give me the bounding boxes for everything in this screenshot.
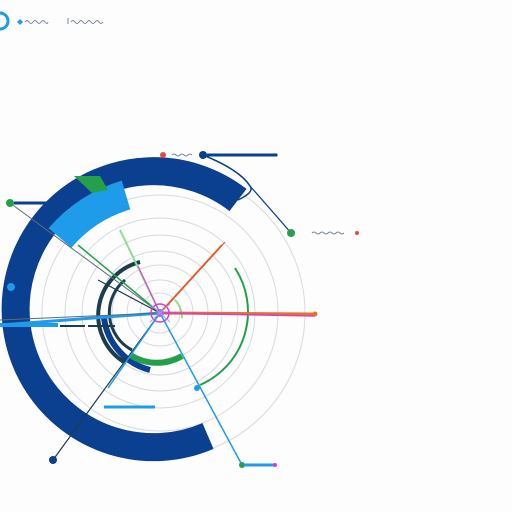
callout-dot[interactable] — [7, 283, 15, 291]
inner-teal-arc — [96, 260, 141, 364]
callout-dot[interactable] — [49, 456, 57, 464]
green-arc-right — [199, 267, 249, 386]
callout-end-dot — [58, 201, 62, 205]
magenta-dot-icon — [273, 463, 277, 467]
scribble-text-icon — [67, 18, 104, 24]
scribble-text-icon — [24, 20, 49, 24]
spoke-lower-blue — [107, 312, 161, 389]
callout-dot[interactable] — [194, 385, 200, 391]
circle-logo-icon[interactable] — [0, 11, 10, 31]
scribble-text-icon — [311, 231, 345, 235]
pink-dot-icon — [355, 231, 359, 235]
spokes — [0, 202, 316, 466]
spoke-left-thin — [0, 312, 161, 321]
callout-end-dot — [274, 153, 278, 157]
light-green-arc — [174, 299, 184, 319]
callout-dot[interactable] — [199, 151, 207, 159]
callout-end-dot — [312, 311, 318, 317]
red-dot-icon — [160, 152, 166, 158]
callouts — [0, 151, 359, 468]
spoke-inner-red — [159, 241, 226, 314]
outer-navy-arc — [1, 157, 247, 462]
diamond-icon — [17, 19, 23, 25]
hub — [149, 303, 171, 323]
spoke-inner-teal — [97, 279, 161, 314]
callout-dot[interactable] — [6, 199, 14, 207]
right-connector — [249, 185, 292, 234]
scribble-text-icon — [171, 153, 193, 157]
outer-sky-arc — [48, 180, 131, 249]
hub-cross-icon — [149, 303, 171, 323]
callout-dot[interactable] — [287, 229, 295, 237]
hub-ring — [150, 303, 170, 323]
spoke-green-left — [77, 244, 161, 314]
header — [0, 11, 104, 31]
inner-green-arc — [128, 352, 184, 366]
green-tab — [74, 176, 108, 193]
spoke-lower-right — [159, 312, 243, 466]
spoke-upper-left — [9, 202, 161, 314]
spoke-right-magenta — [159, 312, 316, 317]
callout-dot[interactable] — [239, 462, 245, 468]
